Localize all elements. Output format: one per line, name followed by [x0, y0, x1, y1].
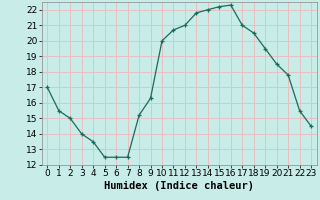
- X-axis label: Humidex (Indice chaleur): Humidex (Indice chaleur): [104, 181, 254, 191]
